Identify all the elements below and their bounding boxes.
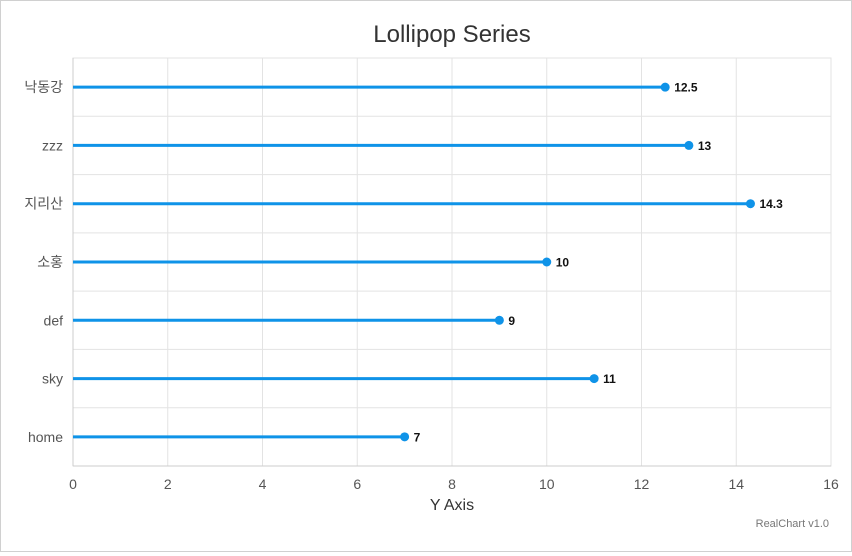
category-label: zzz (42, 137, 63, 153)
category-label: def (44, 312, 64, 328)
grid (72, 57, 832, 467)
category-label: sky (42, 371, 63, 387)
tick-label: 6 (353, 476, 361, 492)
data-label: 9 (508, 314, 515, 328)
credit-text: RealChart v1.0 (756, 518, 829, 530)
category-label: home (28, 429, 63, 445)
lollipop-stems (73, 85, 751, 439)
category-label: 소홍 (37, 254, 63, 270)
tick-label: 2 (164, 476, 172, 492)
tick-label: 10 (539, 476, 555, 492)
lollipop-dot (494, 315, 504, 325)
tick-label: 14 (728, 476, 744, 492)
data-label: 10 (556, 256, 570, 270)
data-label: 13 (698, 139, 712, 153)
lollipop-dot (589, 374, 599, 384)
chart-title: Lollipop Series (373, 21, 530, 48)
tick-label: 8 (448, 476, 456, 492)
lollipop-dot (400, 432, 410, 442)
category-label: 지리산 (24, 196, 63, 212)
tick-label: 16 (823, 476, 839, 492)
data-label: 12.5 (674, 81, 698, 95)
tick-label: 12 (634, 476, 650, 492)
lollipop-dot (745, 199, 755, 209)
lollipop-dots (400, 82, 755, 442)
tick-label: 0 (69, 476, 77, 492)
data-labels: 12.5 13 14.3 10 9 11 7 (414, 81, 784, 445)
data-label: 14.3 (759, 197, 783, 211)
lollipop-dot (660, 82, 670, 92)
value-axis-tick-labels: 0 2 4 6 8 10 12 14 16 (69, 476, 839, 492)
tick-label: 4 (259, 476, 267, 492)
value-axis-title: Y Axis (430, 497, 474, 514)
data-label: 7 (414, 430, 421, 444)
category-label: 낙동강 (24, 79, 63, 95)
data-label: 11 (603, 372, 616, 386)
lollipop-dot (542, 257, 552, 267)
lollipop-dot (684, 140, 694, 150)
